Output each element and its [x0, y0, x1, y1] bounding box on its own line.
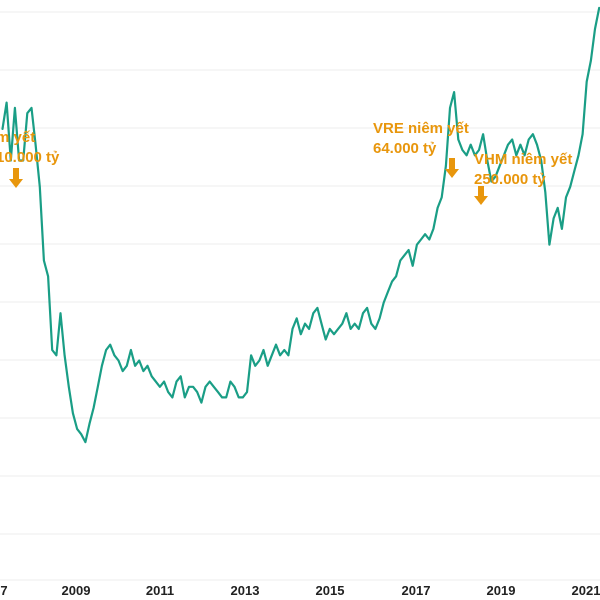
annotation: m yết 10.000 tỷ [0, 129, 60, 188]
annotation: VHM niêm yết 250.000 tỷ [474, 151, 572, 205]
annotations: m yết 10.000 tỷ VRE niêm yết 64.000 tỷ VHM n… [0, 120, 572, 205]
annotation-text: 10.000 tỷ [0, 149, 60, 166]
x-tick-label: 2013 [231, 583, 260, 598]
x-tick-label: 2011 [146, 583, 174, 598]
arrow-head-icon [474, 196, 488, 205]
arrow-down-icon [478, 186, 484, 197]
annotation-text: VRE niêm yết [373, 120, 469, 137]
x-tick-label: 2015 [316, 583, 345, 598]
arrow-head-icon [445, 169, 459, 178]
annotation-text: m yết [0, 129, 35, 146]
series-line [1, 6, 600, 444]
annotation-text: VHM niêm yết [474, 151, 572, 168]
annotation-text: 250.000 tỷ [474, 171, 546, 188]
arrow-down-icon [449, 158, 455, 170]
arrow-down-icon [13, 168, 19, 180]
x-tick-label: 2021 [572, 583, 600, 598]
grid-lines [0, 11, 600, 581]
annotation-text: 64.000 tỷ [373, 140, 437, 157]
annotation: VRE niêm yết 64.000 tỷ [373, 120, 469, 178]
x-axis-tick-labels: 7 2009 2011 2013 2015 2017 2019 2021 [0, 583, 600, 598]
x-tick-label: 2019 [487, 583, 516, 598]
arrow-head-icon [9, 179, 23, 188]
x-tick-label: 2017 [402, 583, 431, 598]
x-tick-label: 7 [0, 583, 7, 598]
x-tick-label: 2009 [62, 583, 91, 598]
